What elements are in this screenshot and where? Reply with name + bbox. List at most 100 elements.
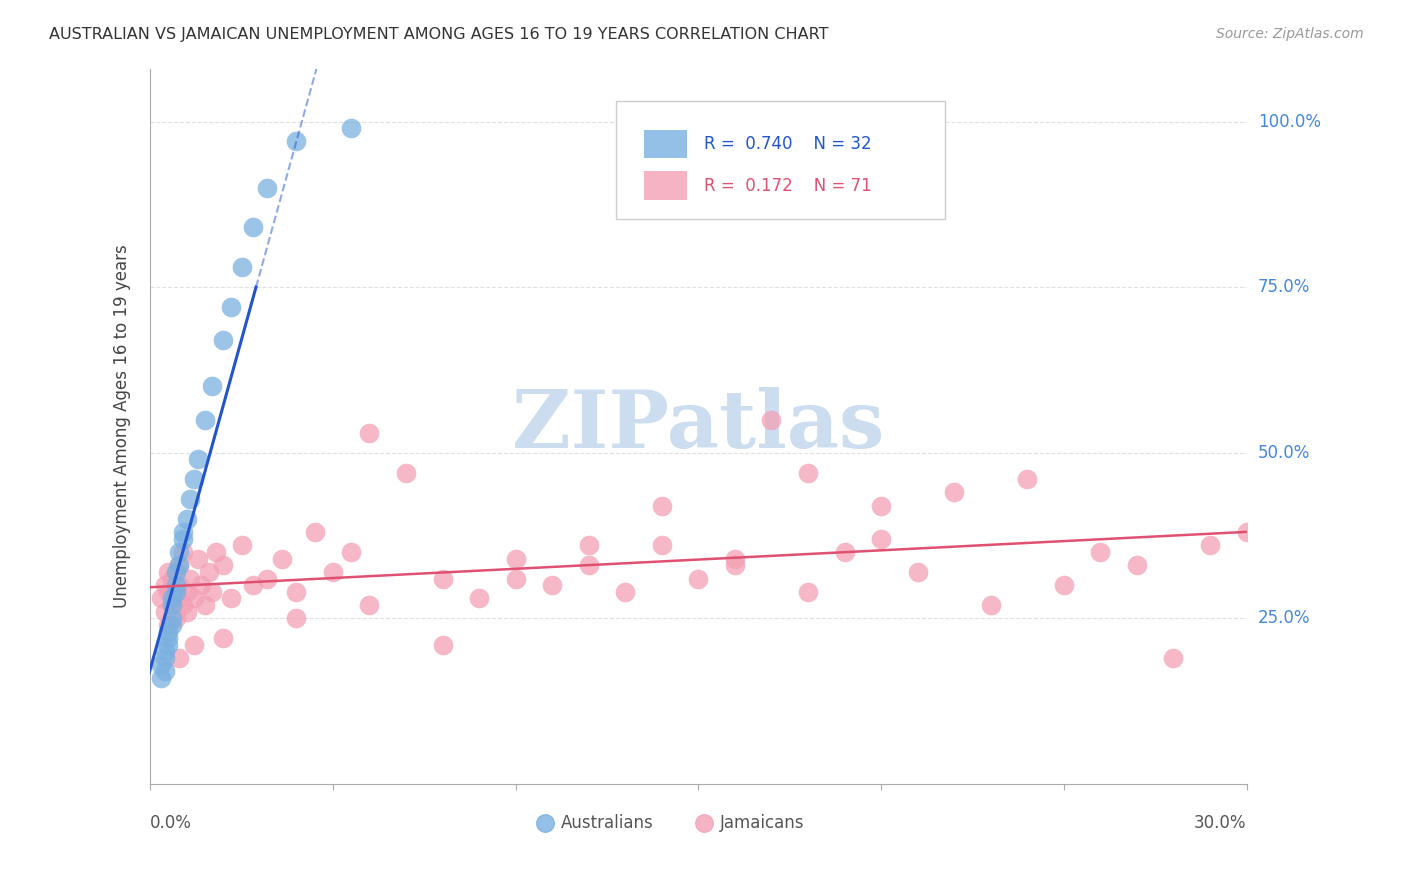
Point <box>432 572 454 586</box>
Point <box>165 578 187 592</box>
Point <box>468 591 491 606</box>
Point <box>870 499 893 513</box>
Point <box>153 605 176 619</box>
Point <box>285 584 308 599</box>
Bar <box>644 171 688 200</box>
Point <box>304 525 326 540</box>
Point <box>150 657 173 672</box>
Point <box>256 572 278 586</box>
Point <box>614 584 637 599</box>
Point <box>160 618 183 632</box>
Point <box>153 578 176 592</box>
Point <box>870 532 893 546</box>
Point <box>150 671 173 685</box>
Text: Jamaicans: Jamaicans <box>720 814 804 832</box>
Point <box>160 611 183 625</box>
Text: 75.0%: 75.0% <box>1258 278 1310 296</box>
Point <box>160 598 183 612</box>
Point <box>1236 525 1258 540</box>
Point <box>157 584 180 599</box>
Point <box>157 565 180 579</box>
Point <box>359 598 381 612</box>
Point <box>231 538 253 552</box>
Point <box>943 485 966 500</box>
Point <box>157 624 180 639</box>
Point <box>242 578 264 592</box>
Point <box>153 665 176 679</box>
Text: ZIPatlas: ZIPatlas <box>512 387 884 466</box>
Point <box>169 558 191 573</box>
Point <box>578 538 600 552</box>
Point <box>212 631 235 645</box>
Point <box>270 551 292 566</box>
Text: Source: ZipAtlas.com: Source: ZipAtlas.com <box>1216 27 1364 41</box>
Point <box>212 558 235 573</box>
Point <box>172 525 194 540</box>
Point <box>187 551 209 566</box>
Point <box>194 598 217 612</box>
Point <box>688 572 710 586</box>
Point <box>505 572 527 586</box>
Point <box>1053 578 1076 592</box>
FancyBboxPatch shape <box>616 101 945 219</box>
Point <box>651 538 673 552</box>
Point <box>1126 558 1149 573</box>
Point <box>183 591 205 606</box>
Point <box>907 565 929 579</box>
Point <box>176 512 198 526</box>
Point <box>761 412 783 426</box>
Text: 100.0%: 100.0% <box>1258 112 1320 130</box>
Point <box>176 605 198 619</box>
Point <box>169 558 191 573</box>
Point <box>201 584 224 599</box>
Point <box>160 572 183 586</box>
Point <box>395 466 418 480</box>
Text: 0.0%: 0.0% <box>150 814 193 832</box>
Point <box>190 578 212 592</box>
Text: 25.0%: 25.0% <box>1258 609 1310 627</box>
Point <box>153 651 176 665</box>
Point <box>432 638 454 652</box>
Point <box>169 651 191 665</box>
Point <box>219 300 242 314</box>
Point <box>157 618 180 632</box>
Point <box>157 638 180 652</box>
Y-axis label: Unemployment Among Ages 16 to 19 years: Unemployment Among Ages 16 to 19 years <box>114 244 131 608</box>
Point <box>242 220 264 235</box>
Point <box>176 584 198 599</box>
Text: AUSTRALIAN VS JAMAICAN UNEMPLOYMENT AMONG AGES 16 TO 19 YEARS CORRELATION CHART: AUSTRALIAN VS JAMAICAN UNEMPLOYMENT AMON… <box>49 27 828 42</box>
Point <box>359 425 381 440</box>
Point <box>797 584 820 599</box>
Point <box>179 491 201 506</box>
Point <box>285 611 308 625</box>
Point <box>194 412 217 426</box>
Point <box>169 578 191 592</box>
Point <box>160 598 183 612</box>
Text: Australians: Australians <box>561 814 654 832</box>
Point <box>231 260 253 275</box>
Point <box>340 121 363 136</box>
Point <box>183 638 205 652</box>
Point <box>724 558 747 573</box>
Point <box>165 591 187 606</box>
Point <box>165 611 187 625</box>
Point <box>219 591 242 606</box>
Point <box>197 565 219 579</box>
Point <box>179 572 201 586</box>
Point <box>578 558 600 573</box>
Point <box>1017 472 1039 486</box>
Point <box>285 134 308 148</box>
Text: R =  0.172    N = 71: R = 0.172 N = 71 <box>704 177 872 194</box>
Point <box>165 565 187 579</box>
Point <box>797 466 820 480</box>
Point <box>172 532 194 546</box>
Point <box>1163 651 1185 665</box>
Point <box>150 591 173 606</box>
Point <box>183 472 205 486</box>
Point <box>169 545 191 559</box>
Text: 50.0%: 50.0% <box>1258 443 1310 462</box>
Point <box>201 379 224 393</box>
Point <box>172 545 194 559</box>
Point <box>153 644 176 658</box>
Point <box>980 598 1002 612</box>
